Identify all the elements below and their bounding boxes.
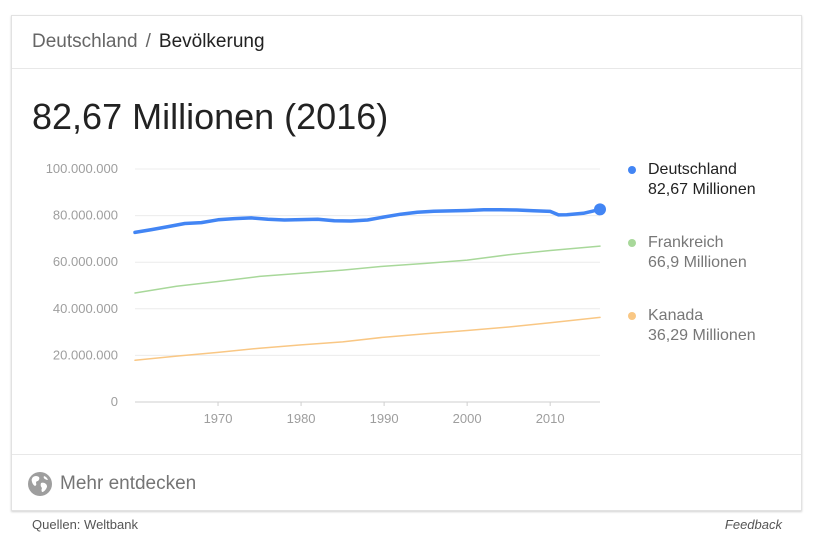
x-axis-labels: 1970 1980 1990 2000 2010: [204, 411, 565, 426]
breadcrumb-current: Bevölkerung: [158, 31, 265, 52]
legend-value: 36,29 Millionen: [648, 327, 756, 344]
x-tick-label: 1980: [287, 411, 316, 426]
y-tick-label: 20.000.000: [53, 347, 118, 362]
y-tick-label: 60.000.000: [53, 254, 118, 269]
legend-name: Kanada: [648, 307, 704, 324]
breadcrumb: Deutschland / Bevölkerung: [32, 31, 265, 53]
population-line-chart[interactable]: 0 20.000.000 40.000.000 60.000.000 80.000.00…: [12, 16, 612, 446]
y-tick-label: 0: [111, 394, 118, 409]
footer-divider: [12, 454, 801, 455]
headline-value: 82,67 Millionen (2016): [32, 96, 389, 137]
globe-icon: [28, 472, 52, 496]
feedback-link[interactable]: Feedback: [724, 517, 782, 532]
chart-legend: Deutschland 82,67 Millionen Frankreich 6…: [628, 161, 798, 380]
legend-dot-deutschland: [628, 166, 636, 174]
legend-item-kanada[interactable]: Kanada 36,29 Millionen: [628, 307, 798, 380]
explore-more-label: Mehr entdecken: [60, 473, 197, 494]
legend-dot-kanada: [628, 312, 636, 320]
y-tick-label: 100.000.000: [46, 161, 118, 176]
x-tick-label: 1970: [204, 411, 233, 426]
chart-series: [133, 203, 606, 362]
breadcrumb-separator: /: [145, 31, 151, 52]
population-card: Deutschland / Bevölkerung 82,67 Millionen …: [11, 15, 802, 511]
x-tick-label: 1990: [370, 411, 399, 426]
y-tick-label: 80.000.000: [53, 208, 118, 223]
series-line-deutschland[interactable]: [133, 207, 602, 235]
legend-value: 66,9 Millionen: [648, 254, 747, 271]
legend-name: Deutschland: [648, 161, 737, 178]
legend-item-frankreich[interactable]: Frankreich 66,9 Millionen: [628, 234, 798, 307]
y-axis-labels: 0 20.000.000 40.000.000 60.000.000 80.000.00…: [46, 161, 118, 409]
x-tick-label: 2010: [536, 411, 565, 426]
legend-name: Frankreich: [648, 234, 724, 251]
legend-dot-frankreich: [628, 239, 636, 247]
source-attribution: Quellen: Weltbank: [32, 517, 138, 532]
series-line-frankreich[interactable]: [134, 245, 601, 294]
series-line-kanada[interactable]: [134, 316, 601, 362]
series-endpoint-deutschland[interactable]: [594, 203, 606, 216]
chart-gridlines: [135, 168, 600, 406]
legend-value: 82,67 Millionen: [648, 181, 756, 198]
header-divider: [12, 68, 801, 69]
y-tick-label: 40.000.000: [53, 301, 118, 316]
breadcrumb-country-link[interactable]: Deutschland: [32, 31, 138, 52]
legend-item-deutschland[interactable]: Deutschland 82,67 Millionen: [628, 161, 798, 234]
explore-more-link[interactable]: Mehr entdecken: [27, 469, 196, 499]
x-tick-label: 2000: [453, 411, 482, 426]
